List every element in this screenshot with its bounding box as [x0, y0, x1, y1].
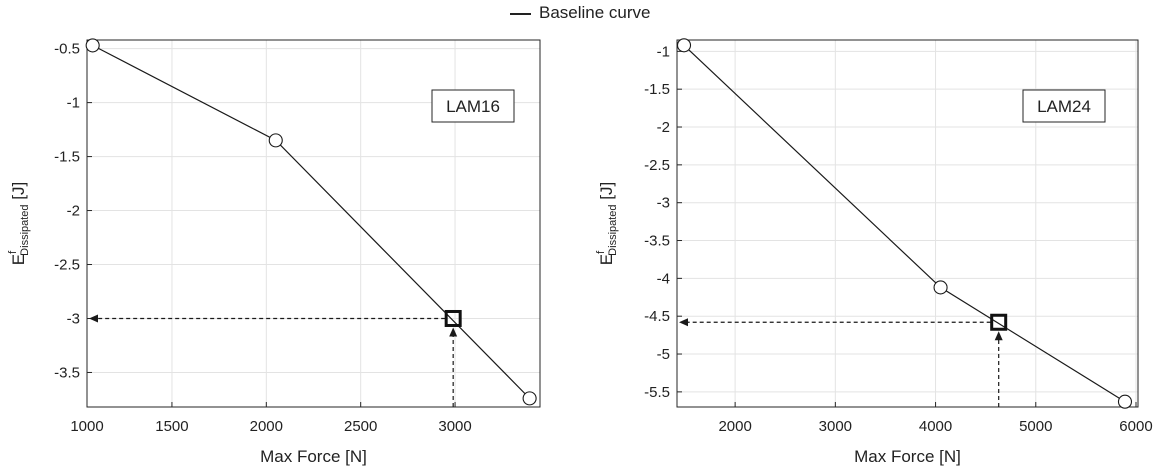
chart-name-label: LAM16	[446, 97, 500, 116]
legend-line-swatch	[510, 13, 531, 15]
y-axis-label: EfDissipated [J]	[595, 182, 619, 265]
axes-frame	[86, 39, 541, 408]
y-tick-label: -1	[657, 43, 670, 60]
y-tick-label: -3	[67, 310, 80, 327]
chart-name-box	[1022, 89, 1106, 123]
x-tick-label: 2500	[344, 418, 377, 435]
arrow-up-icon	[449, 327, 458, 337]
y-tick-label: -3	[657, 195, 670, 212]
marked-point-square	[990, 313, 1008, 331]
y-tick-label: -3.5	[644, 233, 670, 250]
y-tick-label: -1.5	[644, 81, 670, 98]
data-point-marker	[522, 391, 537, 406]
x-axis-label: Max Force [N]	[854, 447, 961, 466]
arrow-left-icon	[679, 318, 688, 327]
y-tick-label: -2.5	[54, 257, 80, 274]
y-tick-label: -2.5	[644, 157, 670, 174]
x-tick-label: 4000	[919, 418, 952, 435]
legend-label: Baseline curve	[539, 3, 651, 22]
y-tick-label: -4	[657, 270, 670, 287]
data-point-marker	[1117, 394, 1133, 409]
y-tick-label: -5	[657, 346, 670, 363]
chart-lam16: 1000 1500 2000 2500 3000 -0.5 -1 -1.5 -2 -2.5 -3 -3…	[7, 38, 541, 466]
chart-lam24: 2000 3000 4000 5000 6000 -1 -1.5 -2 -2.5 -3 -3.5 -4…	[595, 38, 1153, 466]
x-tick-label: 2000	[250, 418, 283, 435]
x-tick-label: 5000	[1019, 418, 1052, 435]
arrow-left-icon	[89, 314, 98, 323]
arrow-up-icon	[994, 331, 1003, 341]
chart-name-label: LAM24	[1037, 97, 1091, 116]
marked-point-square	[444, 309, 462, 327]
x-tick-label: 2000	[718, 418, 751, 435]
data-point-marker	[676, 38, 692, 53]
chart-name-box	[431, 89, 515, 123]
y-tick-label: -0.5	[54, 41, 80, 58]
x-tick-label: 3000	[438, 418, 471, 435]
x-axis-label: Max Force [N]	[260, 447, 367, 466]
x-tick-label: 3000	[819, 418, 852, 435]
y-tick-label: -1	[67, 95, 80, 112]
y-tick-label: -4.5	[644, 308, 670, 325]
x-tick-label: 1000	[70, 418, 103, 435]
data-point-marker	[933, 280, 948, 295]
x-tick-label: 1500	[155, 418, 188, 435]
y-tick-label: -2	[657, 119, 670, 136]
data-point-marker	[85, 38, 100, 53]
y-tick-label: -2	[67, 203, 80, 220]
legend: Baseline curve	[0, 0, 1153, 30]
data-point-marker	[268, 133, 283, 148]
x-tick-label: 6000	[1119, 418, 1152, 435]
y-tick-label: -1.5	[54, 149, 80, 166]
y-axis-label: EfDissipated [J]	[7, 182, 31, 265]
axes-frame	[676, 39, 1139, 408]
y-tick-label: -3.5	[54, 364, 80, 381]
y-tick-label: -5.5	[644, 384, 670, 401]
